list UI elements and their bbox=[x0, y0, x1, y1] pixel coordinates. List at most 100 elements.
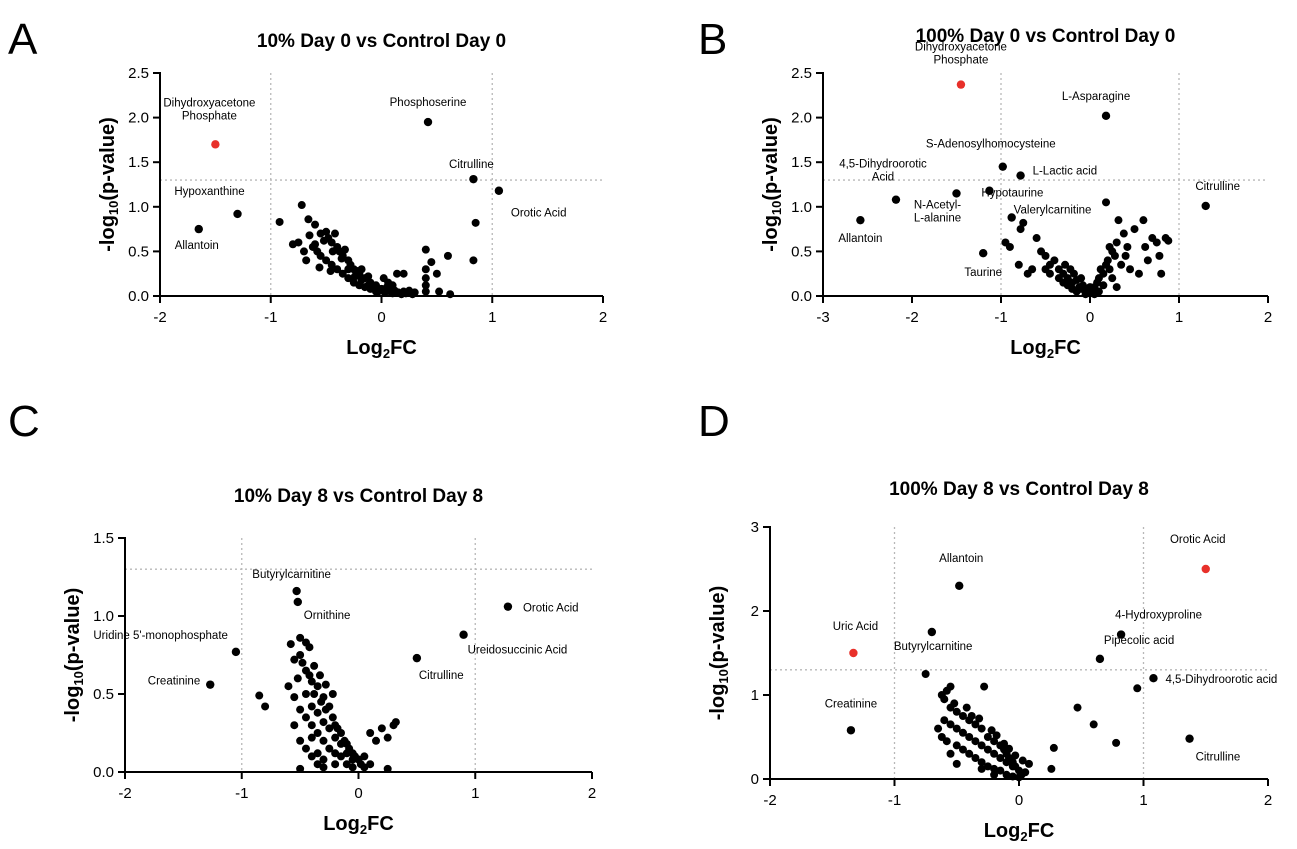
data-point bbox=[962, 703, 971, 712]
data-point bbox=[301, 690, 310, 698]
y-tick-label: 1.0 bbox=[128, 199, 149, 216]
labeled-point bbox=[231, 647, 241, 657]
point-label: Creatinine bbox=[148, 676, 200, 688]
data-point bbox=[1112, 238, 1121, 247]
point-label: N-Acetyl-L-alanine bbox=[914, 199, 961, 224]
point-label: Uridine 5'-monophosphate bbox=[93, 630, 228, 642]
point-label: Citrulline bbox=[1196, 752, 1241, 764]
data-point bbox=[1002, 770, 1011, 779]
data-point bbox=[326, 267, 335, 276]
data-point bbox=[952, 759, 961, 768]
data-point bbox=[307, 677, 316, 686]
data-point bbox=[1143, 256, 1152, 265]
labeled-point bbox=[998, 162, 1007, 171]
data-point bbox=[333, 265, 342, 274]
data-point bbox=[977, 758, 986, 767]
data-point bbox=[983, 733, 992, 741]
labeled-point bbox=[1149, 674, 1158, 683]
chart-title: 100% Day 0 vs Control Day 0 bbox=[916, 26, 1176, 47]
data-point bbox=[313, 682, 322, 691]
y-axis-label: -log10(p-value) bbox=[707, 586, 731, 720]
point-label: Ornithine bbox=[304, 610, 351, 622]
labeled-point bbox=[856, 215, 865, 225]
data-point bbox=[990, 749, 999, 758]
labeled-point bbox=[952, 189, 961, 198]
point-label: Ureidosuccinic Acid bbox=[468, 645, 568, 657]
y-tick-label: 1.5 bbox=[128, 154, 149, 171]
data-point bbox=[327, 260, 336, 269]
labeled-point bbox=[494, 186, 504, 195]
data-point bbox=[313, 247, 322, 256]
data-point bbox=[1077, 274, 1086, 283]
data-point bbox=[946, 682, 955, 691]
data-point bbox=[1015, 773, 1023, 782]
data-point bbox=[1126, 265, 1135, 274]
data-point bbox=[934, 724, 943, 733]
data-point bbox=[946, 720, 955, 729]
data-point bbox=[996, 766, 1005, 775]
data-point bbox=[307, 702, 316, 711]
data-point bbox=[1112, 283, 1121, 292]
y-tick-label: 2.5 bbox=[128, 65, 149, 82]
data-point bbox=[377, 724, 386, 733]
x-tick-label: -1 bbox=[235, 785, 248, 802]
data-point bbox=[290, 721, 299, 730]
data-point bbox=[1005, 744, 1014, 753]
data-point bbox=[1014, 260, 1023, 269]
data-point bbox=[1123, 242, 1132, 251]
x-tick-label: 2 bbox=[1264, 309, 1272, 326]
data-point bbox=[1072, 287, 1081, 296]
data-point bbox=[990, 770, 999, 779]
data-point bbox=[1001, 238, 1010, 247]
data-point bbox=[1028, 265, 1037, 274]
data-point bbox=[344, 265, 353, 274]
y-tick-label: 0.0 bbox=[93, 764, 114, 781]
x-tick-label: 0 bbox=[1015, 792, 1023, 809]
data-point bbox=[319, 236, 328, 245]
data-point bbox=[255, 691, 264, 700]
y-tick-label: 0.0 bbox=[791, 288, 812, 305]
highlighted-point bbox=[956, 80, 966, 89]
y-tick-label: 2.0 bbox=[791, 110, 812, 127]
data-point bbox=[307, 721, 316, 730]
panel-label: A bbox=[8, 15, 38, 64]
data-point bbox=[388, 281, 397, 290]
x-tick-label: -1 bbox=[264, 309, 277, 326]
labeled-point bbox=[459, 630, 468, 639]
panel-label: B bbox=[698, 15, 727, 64]
chart-title: 100% Day 8 vs Control Day 8 bbox=[889, 479, 1149, 500]
data-point bbox=[443, 251, 452, 260]
y-axis-label: -log10(p-value) bbox=[97, 117, 121, 251]
labeled-point bbox=[293, 597, 302, 607]
point-label: Hypoxanthine bbox=[174, 186, 244, 198]
data-point bbox=[946, 749, 955, 758]
data-point bbox=[393, 269, 402, 278]
data-point bbox=[1117, 260, 1126, 269]
data-point bbox=[391, 718, 400, 727]
y-tick-label: 2 bbox=[751, 603, 759, 620]
data-point bbox=[315, 263, 324, 272]
data-point bbox=[1081, 290, 1090, 299]
data-point bbox=[1134, 269, 1143, 278]
data-point bbox=[1047, 764, 1056, 773]
x-tick-label: 1 bbox=[471, 785, 479, 802]
data-point bbox=[977, 741, 986, 750]
chart-title: 10% Day 0 vs Control Day 0 bbox=[257, 31, 506, 52]
data-point bbox=[383, 764, 392, 773]
data-point bbox=[310, 661, 319, 670]
data-point bbox=[296, 651, 305, 659]
data-point bbox=[987, 726, 996, 735]
labeled-point bbox=[233, 209, 242, 219]
x-tick-label: 1 bbox=[488, 309, 496, 326]
data-point bbox=[965, 733, 974, 741]
data-point bbox=[1002, 758, 1011, 767]
data-point bbox=[1155, 251, 1164, 260]
data-point bbox=[348, 755, 357, 764]
data-point bbox=[940, 695, 949, 704]
x-tick-label: 1 bbox=[1139, 792, 1147, 809]
data-point bbox=[319, 718, 328, 727]
labeled-point bbox=[891, 195, 901, 204]
panel-c: C 10% Day 8 vs Control Day 8 -2 -1 0 1 2 0.0 0.5… bbox=[8, 397, 596, 837]
data-point bbox=[950, 699, 959, 708]
x-tick-label: 1 bbox=[1175, 309, 1183, 326]
